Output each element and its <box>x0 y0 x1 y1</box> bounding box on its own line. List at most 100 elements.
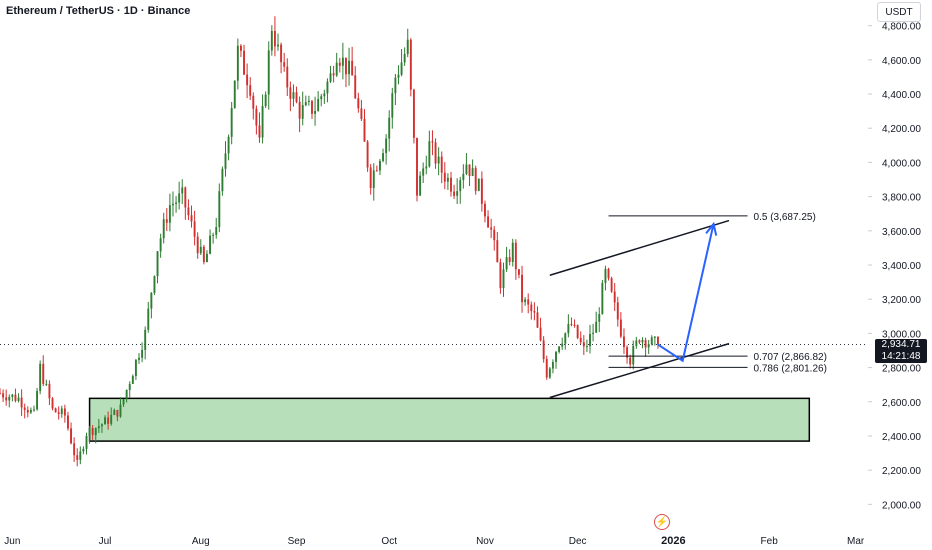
candle-body <box>147 308 150 330</box>
y-tick-label: 4,000.00 <box>882 158 921 169</box>
candle-countdown: 14:21:48 <box>881 351 921 362</box>
candle-body <box>406 39 409 54</box>
candle-body <box>567 324 570 334</box>
candle-body <box>73 443 76 456</box>
candle-body <box>397 74 400 78</box>
x-tick-label: Oct <box>381 536 397 547</box>
candle-body <box>505 257 508 270</box>
candle-body <box>422 168 425 176</box>
candle-body <box>295 92 298 102</box>
candle-body <box>416 137 418 196</box>
candle-body <box>175 202 178 204</box>
current-price-tag: 2,934.71 14:21:48 <box>875 339 927 363</box>
candle-body <box>76 455 79 460</box>
y-tick-label: 4,400.00 <box>882 90 921 101</box>
candle-body <box>36 390 39 410</box>
candle-body <box>227 136 230 154</box>
candle-body <box>564 333 567 344</box>
currency-unit-button[interactable]: USDT <box>877 2 921 22</box>
candle-body <box>601 282 604 315</box>
candle-body <box>354 75 357 99</box>
candle-body <box>246 74 249 86</box>
channel-lower-line <box>549 342 730 399</box>
projection-arrowhead <box>705 221 718 236</box>
candle-body <box>647 344 650 348</box>
x-tick-label: Feb <box>761 536 779 547</box>
candle-body <box>375 170 378 172</box>
candle-body <box>212 234 215 236</box>
current-price-value: 2,934.71 <box>881 339 921 350</box>
channel-upper-line <box>549 219 730 276</box>
candle-body <box>490 227 493 230</box>
candle-body <box>477 178 480 191</box>
candle-body <box>239 45 242 51</box>
candle-body <box>104 417 106 425</box>
candle-body <box>561 343 564 347</box>
candle-body <box>190 215 193 222</box>
candle-body <box>172 203 174 206</box>
candle-body <box>141 349 144 358</box>
candle-body <box>462 173 465 181</box>
candle-body <box>107 417 110 424</box>
candle-body <box>187 207 190 216</box>
candle-body <box>209 235 212 254</box>
candle-body <box>595 321 598 333</box>
candle-body <box>79 451 82 460</box>
candle-body <box>150 292 153 309</box>
candle-body <box>641 340 644 343</box>
candle-body <box>304 102 307 106</box>
candle-body <box>91 428 94 436</box>
candle-body <box>616 302 619 320</box>
candle-body <box>400 62 403 75</box>
candle-body <box>496 240 499 263</box>
candle-body <box>20 397 23 408</box>
x-tick-label: Jul <box>99 536 112 547</box>
candle-body <box>548 368 551 378</box>
candle-body <box>196 236 199 254</box>
candle-body <box>70 428 73 444</box>
x-tick-label: Sep <box>288 536 306 547</box>
candle-body <box>487 216 490 228</box>
y-tick-label: 2,200.00 <box>882 466 921 477</box>
candle-body <box>277 44 279 47</box>
candle-body <box>589 333 591 347</box>
candle-body <box>656 336 659 345</box>
candle-body <box>428 141 431 167</box>
candle-body <box>332 73 335 76</box>
candle-body <box>499 262 502 289</box>
tradingview-logo-icon[interactable]: ⚡ <box>654 514 670 530</box>
candle-body <box>539 327 542 341</box>
candle-body <box>14 394 17 401</box>
demand-zone-layer <box>88 397 811 442</box>
x-tick-label: Nov <box>476 536 494 547</box>
candle-body <box>443 172 446 182</box>
candle-body <box>100 424 103 427</box>
candle-body <box>134 359 137 376</box>
candle-body <box>502 269 505 289</box>
candle-body <box>517 269 520 275</box>
candle-body <box>33 409 35 411</box>
candle-body <box>233 80 236 108</box>
candle-body <box>369 167 372 189</box>
candle-body <box>206 253 208 263</box>
candle-body <box>165 219 168 223</box>
candle-body <box>113 409 116 415</box>
candle-body <box>82 448 85 452</box>
candle-body <box>419 175 422 196</box>
candle-body <box>474 168 477 191</box>
candle-body <box>363 118 366 142</box>
candle-body <box>524 299 527 303</box>
x-tick-label: Dec <box>569 536 587 547</box>
fib-level-label: 0.5 (3,687.25) <box>754 212 816 223</box>
y-tick-label: 3,600.00 <box>882 227 921 238</box>
candle-body <box>2 393 5 398</box>
candle-body <box>159 238 162 252</box>
candle-body <box>307 100 310 103</box>
candle-body <box>653 336 656 338</box>
candle-body <box>403 53 406 63</box>
candle-body <box>508 257 511 262</box>
candle-body <box>335 62 338 76</box>
candle-body <box>60 408 63 414</box>
candle-body <box>382 153 384 161</box>
